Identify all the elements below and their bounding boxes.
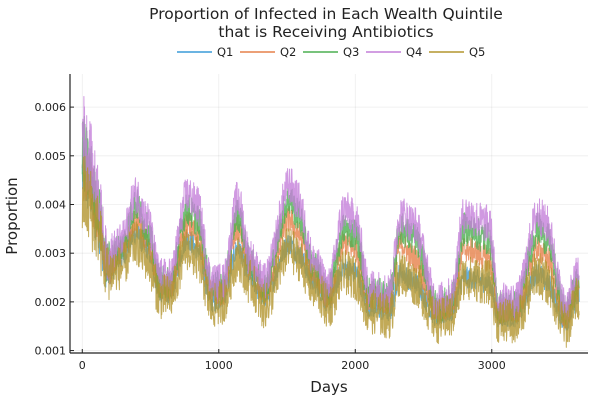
y-tick-label: 0.005: [35, 150, 67, 163]
chart-subtitle: that is Receiving Antibiotics: [218, 23, 433, 41]
legend-label-q2: Q2: [280, 45, 296, 59]
legend-label-q3: Q3: [343, 45, 359, 59]
y-tick-label: 0.006: [35, 101, 67, 114]
legend-label-q5: Q5: [469, 45, 485, 59]
x-tick-label: 2000: [341, 359, 369, 372]
legend-label-q1: Q1: [217, 45, 233, 59]
chart-title: Proportion of Infected in Each Wealth Qu…: [149, 5, 503, 23]
y-tick-label: 0.002: [35, 296, 67, 309]
series-layer: [81, 96, 580, 348]
x-tick-label: 3000: [478, 359, 506, 372]
x-tick-label: 0: [79, 359, 86, 372]
x-axis-title: Days: [310, 378, 348, 396]
series-line-q5: [81, 155, 580, 348]
axes: 0 1000 2000 3000 0.001 0.002 0.003 0.004 0.005 0.…: [35, 74, 588, 372]
y-tick-label: 0.004: [35, 198, 67, 211]
legend-label-q4: Q4: [406, 45, 422, 59]
series-line-q4: [81, 96, 580, 324]
y-axis-title: Proportion: [3, 177, 21, 254]
y-tick-label: 0.003: [35, 247, 67, 260]
x-tick-label: 1000: [205, 359, 233, 372]
y-tick-label: 0.001: [35, 345, 67, 358]
legend: Q1 Q2 Q3 Q4 Q5: [177, 45, 485, 59]
